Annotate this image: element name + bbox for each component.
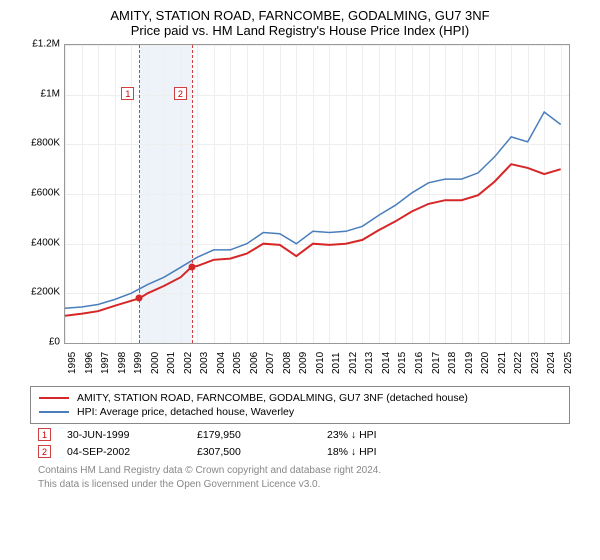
- x-tick-label: 2023: [530, 352, 544, 374]
- sale-label-box: 2: [174, 87, 187, 100]
- x-tick-label: 1995: [67, 352, 81, 374]
- x-tick-label: 2024: [546, 352, 560, 374]
- sale-label-box: 1: [121, 87, 134, 100]
- footer: Contains HM Land Registry data © Crown c…: [30, 464, 570, 491]
- x-tick-label: 1996: [84, 352, 98, 374]
- sale-dot: [136, 295, 143, 302]
- sale-vs-hpi: 18% ↓ HPI: [327, 446, 457, 458]
- x-tick-label: 2013: [364, 352, 378, 374]
- chart-area: 12 £0£200K£400K£600K£800K£1M£1.2M1995199…: [20, 44, 580, 384]
- sale-row: 1 30-JUN-1999 £179,950 23% ↓ HPI: [30, 428, 570, 441]
- legend-swatch-2: [39, 411, 69, 413]
- y-tick-label: £400K: [31, 237, 60, 248]
- sale-vs-hpi: 23% ↓ HPI: [327, 429, 457, 441]
- legend-box: AMITY, STATION ROAD, FARNCOMBE, GODALMIN…: [30, 386, 570, 424]
- x-tick-label: 2011: [331, 352, 345, 374]
- x-tick-label: 2009: [298, 352, 312, 374]
- x-tick-label: 1997: [100, 352, 114, 374]
- x-tick-label: 2019: [464, 352, 478, 374]
- x-tick-label: 1998: [117, 352, 131, 374]
- legend-label-2: HPI: Average price, detached house, Wave…: [77, 406, 294, 418]
- sale-price: £179,950: [197, 429, 327, 441]
- sale-price: £307,500: [197, 446, 327, 458]
- x-tick-label: 1999: [133, 352, 147, 374]
- y-tick-label: £200K: [31, 287, 60, 298]
- plot-region: 12: [64, 44, 570, 344]
- footer-line-2: This data is licensed under the Open Gov…: [38, 478, 570, 492]
- x-tick-label: 2010: [315, 352, 329, 374]
- x-tick-label: 2007: [265, 352, 279, 374]
- sale-marker-2: 2: [38, 445, 51, 458]
- footer-line-1: Contains HM Land Registry data © Crown c…: [38, 464, 570, 478]
- x-tick-label: 2018: [447, 352, 461, 374]
- legend-swatch-1: [39, 397, 69, 399]
- y-tick-label: £0: [49, 337, 60, 348]
- x-tick-label: 2012: [348, 352, 362, 374]
- x-tick-label: 2003: [199, 352, 213, 374]
- legend-row: HPI: Average price, detached house, Wave…: [39, 405, 561, 419]
- y-tick-label: £1M: [41, 88, 60, 99]
- title-line-2: Price paid vs. HM Land Registry's House …: [10, 23, 590, 38]
- sale-dot: [188, 263, 195, 270]
- x-tick-label: 2016: [414, 352, 428, 374]
- x-tick-label: 2015: [397, 352, 411, 374]
- chart-container: AMITY, STATION ROAD, FARNCOMBE, GODALMIN…: [0, 0, 600, 560]
- legend-row: AMITY, STATION ROAD, FARNCOMBE, GODALMIN…: [39, 391, 561, 405]
- y-tick-label: £800K: [31, 138, 60, 149]
- title-line-1: AMITY, STATION ROAD, FARNCOMBE, GODALMIN…: [10, 8, 590, 23]
- y-tick-label: £600K: [31, 188, 60, 199]
- x-tick-label: 2022: [513, 352, 527, 374]
- x-tick-label: 2002: [183, 352, 197, 374]
- x-tick-label: 2020: [480, 352, 494, 374]
- legend-label-1: AMITY, STATION ROAD, FARNCOMBE, GODALMIN…: [77, 392, 468, 404]
- x-tick-label: 2005: [232, 352, 246, 374]
- x-tick-label: 2014: [381, 352, 395, 374]
- x-tick-label: 2004: [216, 352, 230, 374]
- title-block: AMITY, STATION ROAD, FARNCOMBE, GODALMIN…: [10, 8, 590, 38]
- sale-date: 30-JUN-1999: [67, 429, 197, 441]
- x-tick-label: 2008: [282, 352, 296, 374]
- x-tick-label: 2021: [497, 352, 511, 374]
- x-tick-label: 2017: [431, 352, 445, 374]
- sale-row: 2 04-SEP-2002 £307,500 18% ↓ HPI: [30, 445, 570, 458]
- x-tick-label: 2001: [166, 352, 180, 374]
- sale-date: 04-SEP-2002: [67, 446, 197, 458]
- sale-marker-1: 1: [38, 428, 51, 441]
- x-tick-label: 2025: [563, 352, 577, 374]
- x-tick-label: 2000: [150, 352, 164, 374]
- x-tick-label: 2006: [249, 352, 263, 374]
- y-tick-label: £1.2M: [32, 39, 60, 50]
